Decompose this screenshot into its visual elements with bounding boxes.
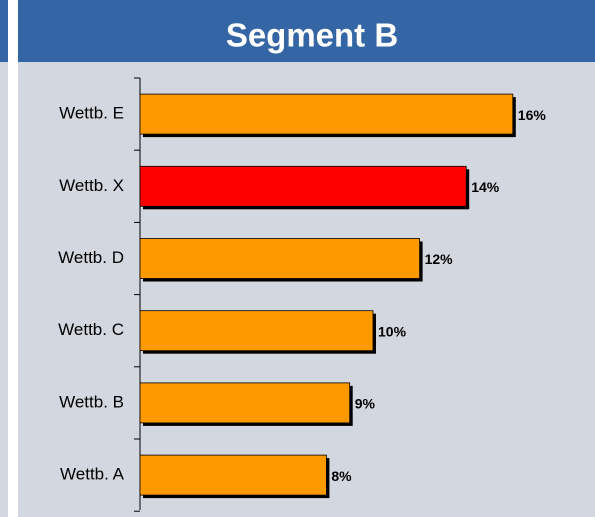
value-label: 10% — [378, 323, 407, 339]
bar — [139, 93, 514, 135]
category-label: Wettb. D — [58, 248, 124, 267]
value-label: 9% — [355, 396, 376, 412]
chart-title: Segment B — [226, 17, 398, 54]
bar — [139, 382, 351, 424]
category-label: Wettb. B — [59, 392, 124, 411]
bar — [139, 310, 374, 352]
value-label: 14% — [471, 179, 500, 195]
value-label: 12% — [425, 251, 454, 267]
category-label: Wettb. C — [58, 320, 124, 339]
side-panel-header — [0, 0, 8, 62]
category-label: Wettb. X — [59, 176, 124, 195]
bar — [139, 165, 467, 207]
value-label: 16% — [518, 107, 547, 123]
header — [18, 0, 595, 62]
plot-background — [18, 62, 595, 517]
bar — [139, 454, 327, 496]
value-label: 8% — [331, 468, 352, 484]
side-panel — [0, 62, 8, 517]
category-label: Wettb. E — [59, 104, 124, 123]
bar — [139, 238, 421, 279]
category-label: Wettb. A — [60, 465, 125, 484]
